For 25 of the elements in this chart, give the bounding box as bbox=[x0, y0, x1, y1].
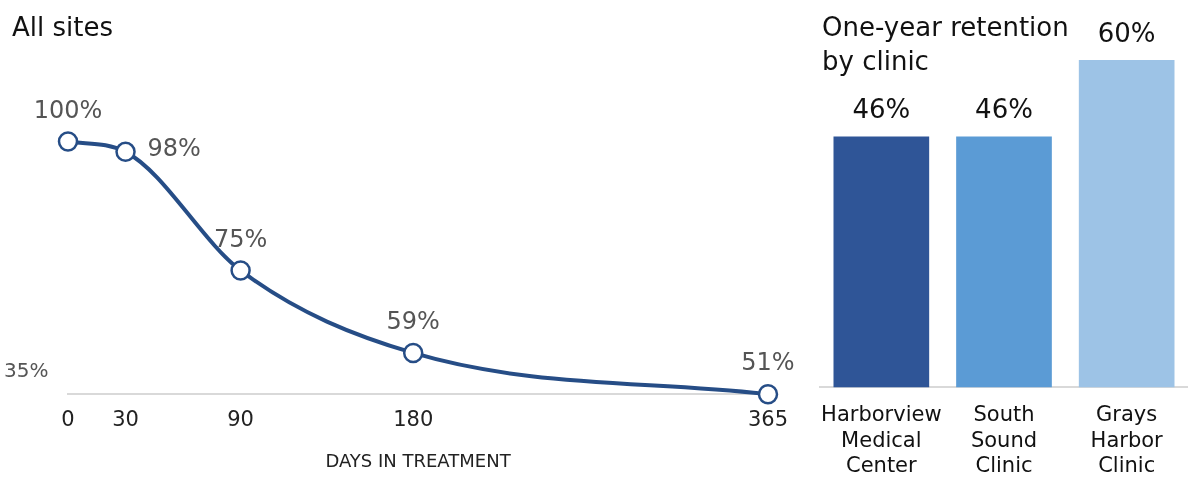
x-tick-label: Harborview Medical Center bbox=[821, 402, 942, 477]
x-tick-label: 90 bbox=[227, 407, 254, 432]
chart-title: All sites bbox=[12, 11, 114, 44]
x-tick-label: 365 bbox=[747, 407, 789, 432]
point bbox=[57, 131, 79, 152]
x-tick-label: 0 bbox=[61, 407, 75, 432]
data-label: 75% bbox=[213, 224, 268, 253]
x-tick-label: 180 bbox=[393, 407, 434, 432]
point bbox=[402, 342, 424, 364]
x-tick-label: South Sound Clinic bbox=[970, 402, 1038, 477]
data-label: 60% bbox=[1097, 17, 1156, 48]
data-label: 100% bbox=[33, 95, 103, 124]
x-axis-title: DAYS IN TREATMENT bbox=[325, 449, 512, 471]
data-label: 46% bbox=[975, 94, 1033, 125]
text: 35% bbox=[4, 358, 49, 383]
chart-title: One-year retention by clinic bbox=[822, 11, 1070, 78]
point bbox=[115, 141, 136, 163]
x-tick-label: 30 bbox=[112, 407, 139, 432]
data-label: 46% bbox=[852, 94, 911, 125]
data-label: 59% bbox=[386, 307, 440, 336]
point bbox=[230, 260, 251, 281]
point bbox=[757, 383, 779, 405]
data-label: 51% bbox=[741, 348, 795, 377]
x-tick-label: Grays Harbor Clinic bbox=[1090, 402, 1164, 477]
data-label: 98% bbox=[147, 134, 201, 163]
